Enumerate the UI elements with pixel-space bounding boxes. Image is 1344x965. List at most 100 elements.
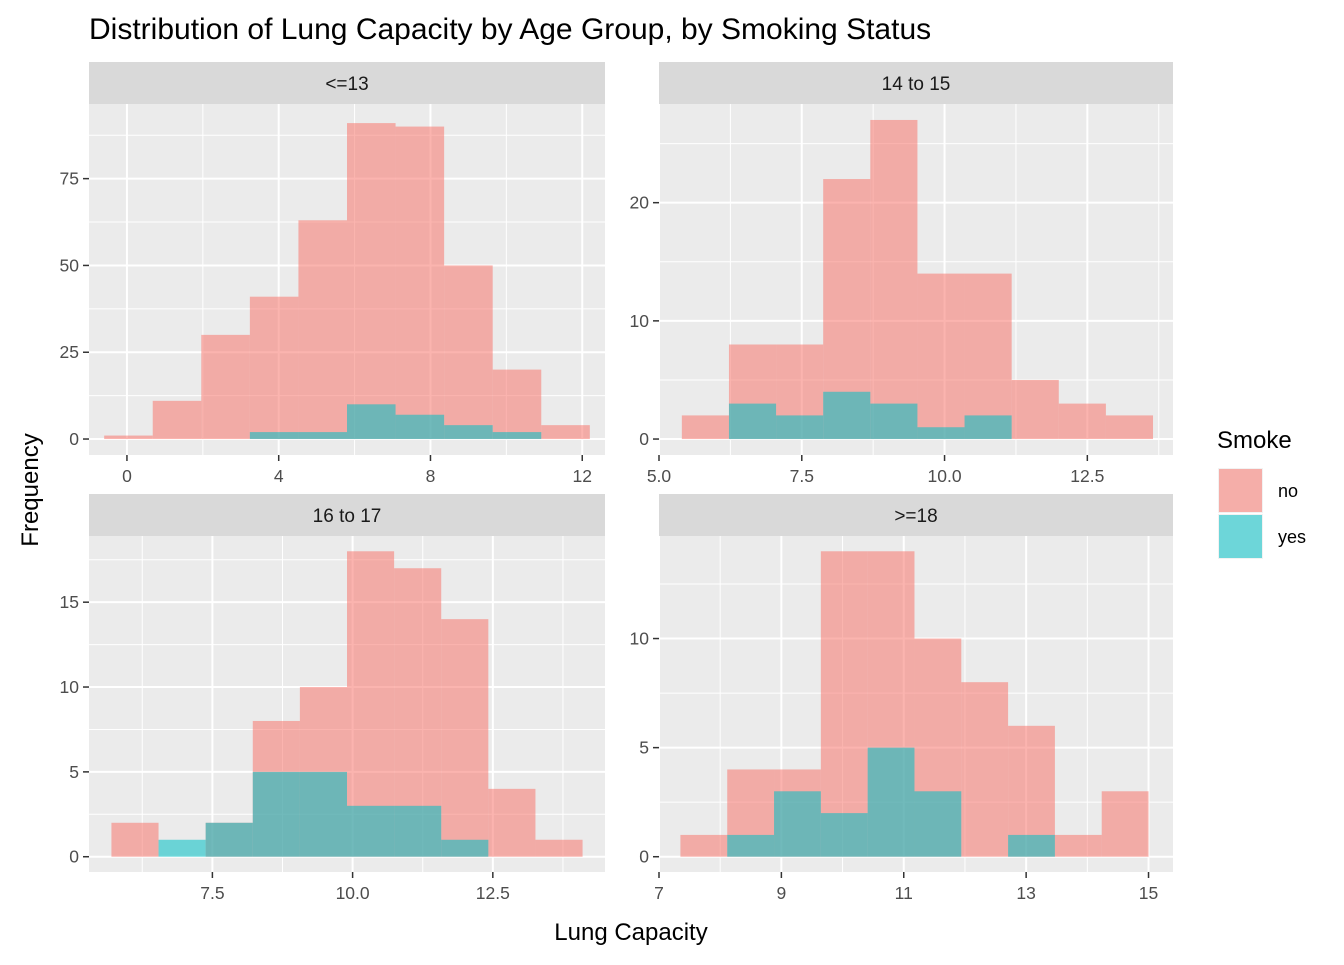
histogram-bar-yes	[728, 403, 777, 440]
histogram-bar-no	[152, 400, 202, 440]
histogram-bar-no	[104, 435, 153, 440]
x-axis-title: Lung Capacity	[554, 919, 707, 946]
histogram-bar-yes	[347, 404, 396, 440]
histogram-bar-yes	[298, 432, 347, 440]
histogram-bar-yes	[867, 747, 915, 857]
histogram-bar-yes	[395, 414, 445, 440]
histogram-bar-yes	[158, 839, 206, 857]
legend-key-swatch-yes	[1219, 515, 1262, 558]
y-tick-label: 25	[60, 342, 79, 362]
histogram-bar-no	[535, 839, 583, 857]
x-tick-label: 12.5	[1070, 466, 1104, 486]
histogram-bar-no	[961, 682, 1009, 857]
histogram-bar-yes	[205, 822, 253, 857]
histogram-bar-yes	[964, 415, 1012, 440]
facet-strip-label: <=13	[325, 74, 368, 95]
y-tick-label: 0	[639, 429, 649, 449]
legend-label-yes: yes	[1278, 527, 1306, 547]
legend-title: Smoke	[1217, 427, 1292, 454]
facet-strip	[89, 62, 605, 104]
histogram-bar-yes	[727, 834, 775, 857]
histogram-bar-no	[680, 834, 728, 857]
legend: Smoke no yes	[1217, 427, 1306, 559]
histogram-bar-no	[395, 126, 445, 440]
y-tick-label: 0	[69, 847, 79, 867]
x-tick-label: 15	[1139, 883, 1158, 903]
histogram-bar-no	[964, 273, 1012, 440]
facet-strip-label: 16 to 17	[313, 506, 382, 527]
histogram-bar-no	[681, 415, 729, 440]
histogram-bar-yes	[823, 391, 871, 440]
histogram-bar-yes	[441, 839, 489, 857]
histogram-bar-no	[444, 265, 493, 440]
facet-strip	[89, 494, 605, 536]
histogram-bar-no	[1011, 379, 1059, 440]
legend-key-swatch-no	[1219, 469, 1262, 512]
x-tick-label: 10.0	[336, 883, 370, 903]
facet-strip-label: >=18	[894, 506, 937, 527]
y-tick-label: 10	[630, 311, 650, 331]
histogram-bar-yes	[870, 403, 918, 440]
histogram-bar-no	[1105, 415, 1154, 440]
histogram-bar-no	[1054, 834, 1102, 857]
x-tick-label: 13	[1016, 883, 1035, 903]
y-tick-label: 10	[630, 629, 650, 649]
histogram-bar-no	[441, 619, 489, 857]
histogram-bar-yes	[820, 813, 868, 857]
x-tick-label: 12	[573, 466, 592, 486]
y-tick-label: 0	[69, 429, 79, 449]
x-tick-label: 10.0	[928, 466, 962, 486]
histogram-bar-yes	[917, 427, 965, 440]
y-tick-label: 5	[69, 762, 79, 782]
histogram-bar-no	[111, 822, 159, 857]
histogram-bar-no	[492, 369, 542, 440]
x-tick-label: 9	[777, 883, 787, 903]
histogram-bar-no	[917, 273, 965, 440]
x-tick-label: 5.0	[647, 466, 672, 486]
histogram-bar-yes	[774, 791, 821, 857]
histogram-bar-yes	[492, 432, 542, 440]
x-tick-label: 8	[426, 466, 436, 486]
x-tick-label: 7.5	[200, 883, 224, 903]
y-tick-label: 15	[60, 592, 79, 612]
histogram-bar-no	[1101, 791, 1149, 857]
histogram-bar-no	[249, 296, 299, 440]
histogram-bar-yes	[347, 805, 395, 857]
x-tick-label: 4	[274, 466, 284, 486]
facet-panel-0: <=13 0 4 8 12 0 25 50 75	[60, 62, 605, 486]
histogram-bar-yes	[394, 805, 442, 857]
x-tick-label: 7	[654, 883, 664, 903]
y-tick-label: 5	[639, 738, 649, 758]
histogram-bar-yes	[776, 415, 824, 440]
histogram-bar-no	[201, 334, 250, 440]
histogram-bar-no	[298, 220, 347, 440]
facet-panel-2: 16 to 17 7.5 10.0 12.5 0 5 10 15	[60, 494, 605, 903]
facet-strip-label: 14 to 15	[882, 74, 951, 95]
legend-keys: no yes	[1218, 468, 1306, 559]
y-axis-title: Frequency	[17, 433, 44, 546]
facet-panel-3: >=18 7 9 11 13 15 0 5 10	[630, 494, 1173, 903]
x-tick-label: 7.5	[790, 466, 814, 486]
x-tick-label: 12.5	[476, 883, 510, 903]
histogram-bar-yes	[249, 432, 299, 440]
facet-panel-1: 14 to 15 5.0 7.5 10.0 12.5 0 10 20	[630, 62, 1173, 486]
y-tick-label: 0	[639, 847, 649, 867]
histogram-bar-yes	[299, 771, 347, 857]
x-tick-label: 11	[895, 883, 913, 903]
histogram-bar-no	[1058, 403, 1106, 440]
y-tick-label: 50	[60, 255, 80, 275]
y-tick-label: 20	[630, 193, 650, 213]
chart-title: Distribution of Lung Capacity by Age Gro…	[89, 13, 931, 46]
histogram-bar-no	[870, 119, 918, 440]
x-tick-label: 0	[122, 466, 132, 486]
histogram-bar-no	[347, 123, 396, 440]
histogram-bar-no	[488, 788, 536, 857]
facet-strip	[659, 62, 1173, 104]
histogram-bar-yes	[444, 425, 493, 440]
histogram-bar-yes	[252, 771, 300, 857]
histogram-bar-no	[541, 425, 590, 440]
histogram-bar-yes	[914, 791, 962, 857]
